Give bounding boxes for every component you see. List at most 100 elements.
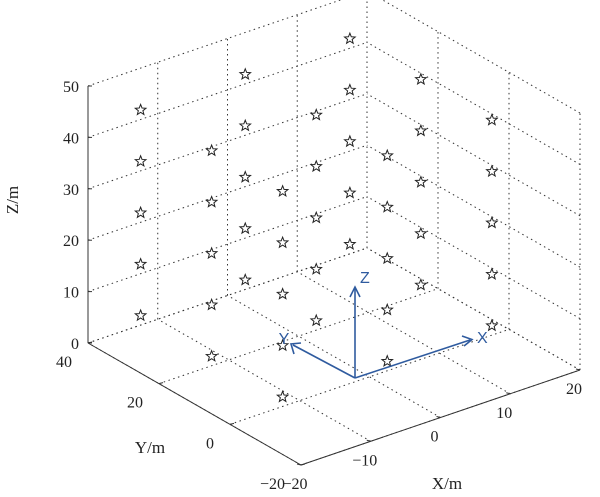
data-point-star xyxy=(380,302,394,316)
x-tick-mark xyxy=(436,416,441,418)
z-tick-label: 30 xyxy=(63,182,79,199)
data-point-star xyxy=(204,297,219,311)
side-wall-gridline xyxy=(366,41,581,165)
floor-gridline xyxy=(158,288,439,385)
z-tick-label: 40 xyxy=(63,130,79,147)
data-point-star xyxy=(485,164,499,178)
x-tick-label: 20 xyxy=(566,381,582,398)
y-tick-label: −20 xyxy=(260,476,285,493)
frame-x-arrowhead xyxy=(461,335,474,347)
data-point-star xyxy=(238,221,252,235)
data-point-star xyxy=(309,313,323,327)
x-axis-label: X/m xyxy=(432,474,462,493)
y-tick-label: 20 xyxy=(127,395,143,412)
floor-gridline xyxy=(297,271,511,395)
x-tick-label: −20 xyxy=(282,476,307,493)
data-point-star xyxy=(204,349,219,362)
side-wall-gridline xyxy=(366,196,581,320)
data-point-star xyxy=(275,389,290,403)
back-wall-gridline xyxy=(87,144,368,241)
data-point-star xyxy=(204,246,219,260)
data-point-star xyxy=(414,278,428,291)
side-wall-gridline xyxy=(381,0,581,114)
y-axis-label: Y/m xyxy=(135,438,165,457)
y-tick-label: 0 xyxy=(206,435,214,452)
x-tick-label: 0 xyxy=(431,429,439,446)
data-points xyxy=(133,31,499,403)
data-point-star xyxy=(238,118,252,132)
data-point-star xyxy=(133,154,148,168)
data-point-star xyxy=(380,354,394,367)
back-wall-gridline xyxy=(87,196,368,293)
data-point-star xyxy=(238,67,252,81)
data-point-star xyxy=(309,108,323,121)
data-point-star xyxy=(204,195,219,208)
back-wall-gridline xyxy=(87,0,343,87)
data-point-star xyxy=(204,143,219,157)
back-wall-gridline xyxy=(87,93,368,190)
floor-gridline xyxy=(229,328,510,425)
x-tick-mark xyxy=(366,439,371,442)
data-point-star xyxy=(414,175,428,188)
side-wall-gridline xyxy=(366,93,581,217)
data-point-star xyxy=(380,200,394,213)
floor-gridline xyxy=(227,295,441,418)
data-point-star xyxy=(485,113,499,126)
data-point-star xyxy=(485,215,499,229)
x-tick-mark xyxy=(506,392,511,395)
side-wall-gridline xyxy=(366,144,581,268)
data-point-star xyxy=(343,31,357,45)
x-tick-mark xyxy=(296,463,302,466)
data-point-star xyxy=(238,272,252,286)
data-point-star xyxy=(309,159,323,173)
frame-x-label: X xyxy=(477,330,488,347)
y-tick-label: 40 xyxy=(56,354,72,371)
floor-gridline xyxy=(157,318,371,442)
data-point-star xyxy=(238,170,252,183)
data-point-star xyxy=(343,83,357,96)
data-point-star xyxy=(380,148,394,162)
z-tick-label: 20 xyxy=(63,233,79,250)
side-wall-gridline xyxy=(366,247,581,371)
x-tick-mark xyxy=(575,368,581,371)
reference-frame: X Y Z xyxy=(279,270,488,379)
x-tick-label: 10 xyxy=(496,405,512,422)
x-tick-label: −10 xyxy=(352,452,377,469)
data-point-star xyxy=(133,103,148,116)
y-axis-line xyxy=(87,342,302,466)
y-tick-mark xyxy=(229,422,235,425)
data-point-star xyxy=(275,338,290,352)
frame-y-axis xyxy=(292,344,356,379)
z-tick-label: 10 xyxy=(63,285,79,302)
grid-layer xyxy=(87,0,581,466)
axis-labels: X/m Y/m Z/m xyxy=(3,186,462,493)
y-tick-mark xyxy=(158,382,164,385)
data-point-star xyxy=(133,308,148,322)
data-point-star xyxy=(380,251,394,265)
data-point-star xyxy=(414,123,428,137)
data-point-star xyxy=(133,257,148,270)
frame-x-axis xyxy=(354,339,471,379)
frame-z-arrowhead xyxy=(349,285,361,298)
data-point-star xyxy=(133,205,148,219)
frame-z-label: Z xyxy=(360,270,370,287)
data-point-star xyxy=(485,267,499,280)
data-point-star xyxy=(343,237,357,250)
back-wall-gridline xyxy=(87,247,368,344)
data-point-star xyxy=(343,134,357,148)
back-wall-gridline xyxy=(87,41,368,138)
data-point-star xyxy=(275,184,290,197)
floor-gridline xyxy=(366,247,581,371)
frame-y-label: Y xyxy=(279,331,290,348)
y-tick-mark xyxy=(300,463,306,466)
z-tick-label: 0 xyxy=(71,336,79,353)
data-point-star xyxy=(485,318,499,332)
data-point-star xyxy=(343,185,357,199)
data-point-star xyxy=(309,210,323,224)
z-axis-label: Z/m xyxy=(3,186,22,214)
data-point-star xyxy=(414,72,428,86)
data-point-star xyxy=(275,287,290,300)
data-point-star xyxy=(309,262,323,275)
